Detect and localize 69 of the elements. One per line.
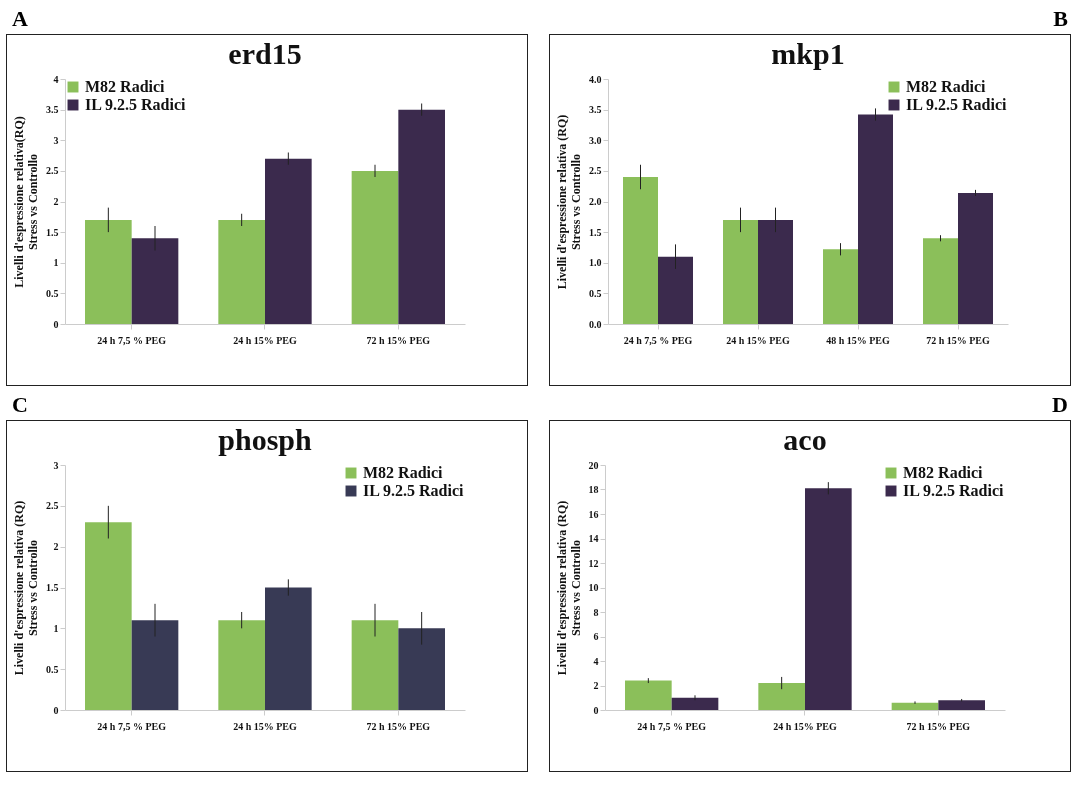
x-tick-label: 24 h 15% PEG [726, 334, 791, 346]
y-tick-label: 16 [588, 508, 599, 520]
y-tick-label: 0.5 [46, 287, 59, 299]
text: C [11, 392, 29, 419]
y-axis-title: Livelli d'espressione relativa (RQ) Stress vs Controllo [555, 114, 583, 290]
y-tick-label: 2 [53, 541, 59, 553]
y-tick-label: 1.5 [46, 582, 59, 593]
y-tick-label: 3 [53, 459, 59, 471]
y-axis-title: Livelli d'espressione relativa (RQ) Stress vs Controllo [12, 500, 40, 676]
x-tick-label: 24 h 15% PEG [233, 334, 298, 346]
y-tick-label: 2.5 [589, 165, 602, 177]
y-tick-label: 1 [53, 622, 59, 634]
y-tick-label: 1 [53, 257, 59, 269]
x-tick-label: 24 h 15% PEG [773, 720, 838, 732]
y-tick-label: 18 [588, 484, 599, 495]
y-tick-label: 12 [588, 557, 599, 569]
y-tick-label: 1.5 [589, 226, 602, 238]
chart-title: phosph [218, 423, 313, 456]
y-tick-label: 2.5 [46, 500, 59, 512]
y-tick-label: 10 [588, 582, 599, 593]
text: D [1051, 392, 1069, 419]
legend-label: M82 Radici [85, 78, 166, 95]
x-tick-label: 24 h 7,5 % PEG [623, 334, 693, 346]
chart-title: aco [783, 423, 827, 456]
legend-label: M82 Radici [903, 464, 984, 481]
y-tick-label: 2.5 [46, 165, 59, 177]
y-tick-label: 14 [588, 533, 599, 544]
y-tick-label: 3 [53, 134, 59, 146]
legend-label: IL 9.2.5 Radici [85, 96, 187, 113]
y-tick-label: 2 [53, 196, 59, 207]
y-tick-label: 1.0 [589, 257, 602, 269]
legend-label: IL 9.2.5 Radici [906, 96, 1008, 113]
y-tick-label: 8 [593, 606, 599, 618]
chart-title: mkp1 [771, 37, 845, 70]
y-tick-label: 6 [593, 631, 599, 642]
x-tick-label: 72 h 15% PEG [926, 334, 991, 346]
y-tick-label: 3.5 [589, 104, 602, 116]
y-tick-label: 0 [53, 704, 59, 716]
y-tick-label: 0.5 [46, 663, 59, 675]
y-tick-label: 0.5 [589, 287, 602, 299]
legend-label: M82 Radici [906, 78, 987, 95]
text: A [11, 6, 29, 33]
y-axis-title: Livelli d'espressione relativa (RQ) Stress vs Controllo [554, 500, 583, 676]
y-tick-label: 2 [593, 680, 599, 691]
x-tick-label: 24 h 7,5 % PEG [97, 720, 167, 732]
chart-title: erd15 [228, 37, 302, 70]
y-tick-label: 4 [53, 73, 59, 85]
legend-label: IL 9.2.5 Radici [363, 482, 465, 499]
x-tick-label: 48 h 15% PEG [826, 334, 891, 346]
x-tick-label: 72 h 15% PEG [366, 720, 431, 732]
y-tick-label: 3.5 [46, 104, 59, 116]
text: B [1052, 6, 1069, 33]
x-tick-label: 24 h 7,5 % PEG [97, 334, 167, 346]
x-tick-label: 72 h 15% PEG [366, 334, 431, 346]
y-tick-label: 4 [593, 655, 599, 667]
y-tick-label: 20 [588, 459, 599, 471]
legend-label: M82 Radici [363, 464, 444, 481]
y-axis-title: Livelli d'espressione relativa(RQ) Stress vs Controllo [12, 116, 40, 288]
legend-label: IL 9.2.5 Radici [903, 482, 1005, 499]
x-tick-label: 24 h 7,5 % PEG [637, 720, 707, 732]
x-tick-label: 72 h 15% PEG [906, 720, 971, 732]
y-tick-label: 0 [53, 318, 59, 330]
y-tick-label: 0 [593, 704, 599, 716]
y-tick-label: 0.0 [589, 318, 602, 330]
y-tick-label: 2.0 [589, 196, 602, 207]
y-tick-label: 4.0 [589, 73, 602, 85]
y-tick-label: 1.5 [46, 226, 59, 238]
x-tick-label: 24 h 15% PEG [233, 720, 298, 732]
y-tick-label: 3.0 [589, 134, 602, 146]
